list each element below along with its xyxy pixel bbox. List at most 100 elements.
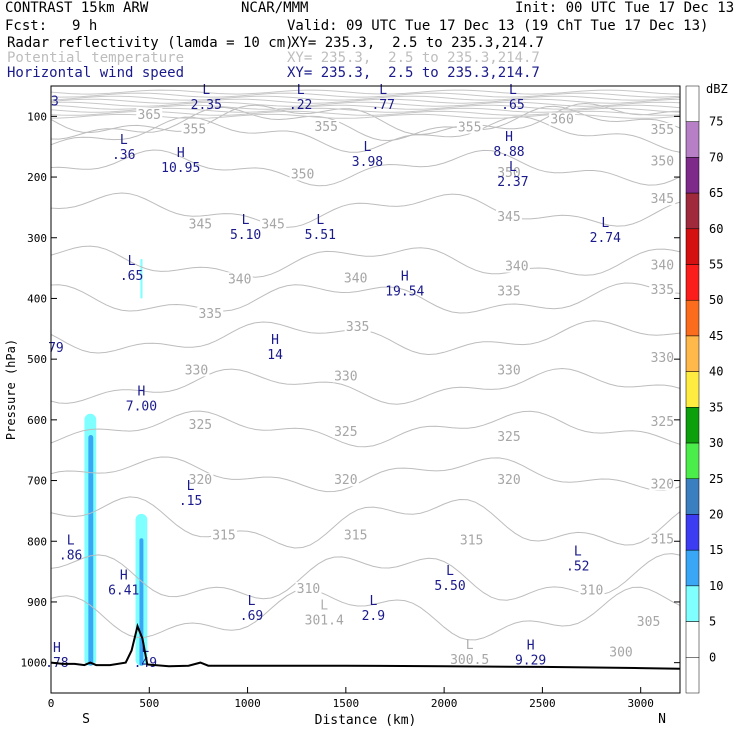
theta-label: 305 [637,615,660,630]
center-title: NCAR/MMM [241,0,309,16]
colorbar-swatch [685,514,700,551]
theta-label-bg [495,284,522,298]
wind-extremum-value: 2.74 [590,231,621,246]
wind-extremum-value: 79 [48,341,64,356]
theta-label: 330 [651,351,674,366]
wind-extremum-letter: H [120,569,128,584]
colorbar-swatch [685,407,700,444]
x-tick-label: 1500 [333,697,360,710]
theta-extremum-value: 301.4 [305,613,344,628]
plot-frame [50,85,681,694]
theta-label-bg [649,351,676,365]
wind-extremum-letter: L [364,140,372,155]
wind-extremum-letter: H [527,638,535,653]
theta-label: 325 [651,415,674,430]
theta-label-bg [495,363,522,377]
theta-label-bg [342,271,369,285]
wind-extremum-value: .52 [566,559,589,574]
colorbar-tick-label: 0 [709,650,716,664]
wind-extremum-value: .69 [240,609,263,624]
theta-label-bg [649,154,676,168]
theta-label: 345 [497,210,520,225]
theta-label-bg [458,533,485,547]
valid-time: Valid: 09 UTC Tue 17 Dec 13 (19 ChT Tue … [287,18,709,34]
wind-extremum-value: .15 [179,494,202,509]
colorbar-tick-label: 5 [709,615,716,629]
theta-contour-line [50,456,681,493]
theta-label: 315 [344,528,367,543]
wind-extremum-value: 3.98 [352,155,383,170]
theta-label-bg [332,369,359,383]
colorbar-swatch [685,228,700,265]
theta-label: 355 [458,121,481,136]
model-title: CONTRAST 15km ARW [5,0,149,16]
wind-extremum-value: 2.35 [191,98,222,113]
theta-extremum-letter: L [320,598,328,613]
theta-extremum-value: 300.5 [450,653,489,668]
theta-label-bg [289,167,316,181]
colorbar-swatch [685,85,700,122]
y-tick-label: 900 [27,596,47,609]
theta-label-bg [495,209,522,223]
wind-extremum-letter: L [202,83,210,98]
theta-label: 315 [212,528,235,543]
theta-label: 350 [651,155,674,170]
y-tick-label: 1000 [21,657,48,670]
colorbar-tick-label: 40 [709,365,723,379]
theta-label: 325 [497,430,520,445]
theta-label: 310 [297,582,320,597]
wind-extremum-letter: L [509,160,517,175]
wind-extremum-letter: L [316,213,324,228]
wind-extremum-value: .65 [501,98,524,113]
colorbar-tick-label: 20 [709,507,723,521]
x-tick-label: 2000 [431,697,458,710]
theta-label-bg [344,320,371,334]
wind-extremum-value: 5.50 [434,579,465,594]
theta-label-bg [649,192,676,206]
theta-label: 340 [228,272,251,287]
theta-label-bg [549,112,576,126]
wind-extremum-value: 5.10 [230,228,261,243]
field-name-reflectivity: Radar reflectivity (lamda = 10 cm) [7,35,294,51]
colorbar-swatch [685,585,700,622]
theta-label-bg [649,283,676,297]
field-xy-theta: XY= 235.3, 2.5 to 235.3,214.7 [287,50,540,66]
theta-label-bg [313,119,340,133]
y-tick-label: 800 [27,535,47,548]
wind-extremum-value: .22 [289,98,312,113]
wind-extremum-letter: L [67,533,75,548]
theta-label-bg [187,473,214,487]
wind-extremum-letter: L [128,254,136,269]
theta-label: 350 [497,166,520,181]
wind-extremum-letter: L [248,594,256,609]
wind-extremum-value: .65 [120,269,143,284]
colorbar-tick-label: 50 [709,293,723,307]
colorbar-tick-label: 25 [709,472,723,486]
theta-label: 360 [550,113,573,128]
field-xy-wind: XY= 235.3, 2.5 to 235.3,214.7 [287,65,540,81]
theta-label: 340 [344,272,367,287]
theta-label-bg [649,258,676,272]
theta-contour-line [50,102,681,136]
theta-label: 340 [651,258,674,273]
reflectivity-core [88,435,94,666]
x-tick-label: 2500 [529,697,556,710]
wind-extremum-value: 2.9 [362,609,385,624]
theta-label-bg [295,581,322,595]
theta-label: 335 [497,284,520,299]
y-tick-label: 100 [27,110,47,123]
colorbar-swatch [685,121,700,158]
colorbar-tick-label: 30 [709,436,723,450]
fcst-label: Fcst: [5,18,48,34]
theta-label-bg [649,122,676,136]
theta-label-bg [503,259,530,273]
colorbar-swatch [685,442,700,480]
wind-extremum-letter: H [53,641,61,656]
theta-contour-line [50,586,681,641]
theta-label-bg [197,306,224,320]
theta-label: 345 [651,192,674,207]
theta-label-bg [332,425,359,439]
colorbar-swatch [685,335,700,372]
colorbar-tick-label: 60 [709,222,723,236]
theta-label: 330 [334,369,357,384]
